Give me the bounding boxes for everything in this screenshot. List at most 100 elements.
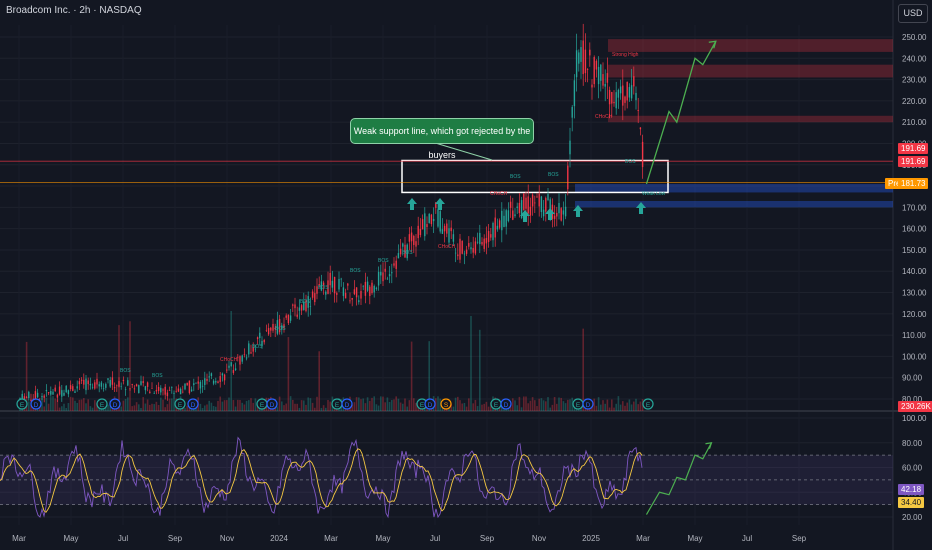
volume-bar: [463, 403, 466, 411]
x-tick-label: Jul: [742, 534, 752, 543]
candle-body: [72, 386, 74, 391]
candle-body: [507, 210, 510, 222]
candle-body: [188, 380, 191, 394]
volume-bar: [406, 406, 408, 411]
volume-bar: [608, 407, 611, 411]
dividend-marker: D: [424, 398, 436, 410]
candle-body: [619, 86, 622, 94]
structure-label: BOS: [318, 285, 329, 291]
earnings-marker: E: [572, 398, 584, 410]
volume-bar: [69, 396, 72, 411]
structure-markers: BOS BOS CHoCH BOS BOS BOS BOS BOS BOS BOS CHoCH CHo…: [120, 52, 666, 379]
volume-bar: [329, 401, 331, 411]
volume-bar: [219, 396, 221, 411]
volume-bar: [540, 398, 543, 411]
candle-body: [578, 52, 580, 64]
candle-body: [241, 355, 243, 362]
candle-body: [617, 89, 620, 98]
candle-body: [558, 203, 560, 214]
x-tick-label: 2024: [270, 534, 288, 543]
candle-body: [457, 254, 459, 257]
candle-body: [78, 381, 81, 385]
candle-body: [613, 101, 615, 104]
candle-body: [446, 223, 448, 234]
volume-bar: [122, 400, 125, 411]
candle-body: [375, 287, 378, 289]
candle-body: [454, 252, 457, 254]
up-arrow-icon: [545, 208, 555, 220]
candle-body: [415, 241, 417, 247]
candle-body: [142, 381, 144, 383]
structure-label: BOS: [350, 268, 361, 274]
x-tick-label: Nov: [532, 534, 546, 543]
volume-bar: [523, 396, 525, 411]
close-price-tag: 191.69: [898, 156, 929, 167]
candle-body: [443, 225, 446, 232]
candle-body: [371, 282, 373, 294]
candle-body: [639, 127, 642, 130]
candle-body: [155, 390, 158, 392]
demand-zone: [575, 183, 893, 193]
candle-body: [153, 393, 155, 394]
candle-body: [344, 292, 347, 299]
candle-body: [228, 365, 230, 368]
rsi-tick-label: 100.00: [902, 414, 927, 423]
dividend-marker: D: [582, 398, 594, 410]
y-tick-label: 160.00: [902, 225, 927, 234]
candle-body: [377, 271, 380, 286]
volume-bar: [78, 399, 81, 411]
structure-label: CHoCH: [595, 114, 613, 120]
volume-bar: [516, 405, 518, 411]
candle-body: [485, 237, 488, 244]
candle-body: [278, 318, 281, 333]
earnings-marker: E: [16, 398, 28, 410]
candle-body: [608, 89, 611, 105]
candle-body: [600, 64, 602, 81]
y-tick-label: 240.00: [902, 54, 927, 63]
candle-body: [419, 228, 422, 236]
rsi-ma-line: [0, 448, 643, 513]
candle-body: [204, 378, 206, 385]
candle-body: [300, 305, 303, 311]
candle-body: [463, 253, 466, 255]
volume-bar: [250, 398, 252, 411]
candle-body: [591, 84, 593, 88]
candle-body: [146, 382, 149, 387]
currency-button[interactable]: USD: [898, 4, 928, 23]
volume-bar: [485, 401, 488, 411]
volume-bar: [476, 406, 479, 411]
x-tick-label: May: [687, 534, 702, 543]
candle-body: [28, 391, 30, 399]
candle-body: [83, 379, 85, 385]
volume-bar: [164, 407, 166, 411]
candle-body: [529, 206, 532, 216]
candle-body: [388, 274, 391, 277]
structure-label: BOS: [152, 373, 163, 379]
candle-body: [399, 248, 402, 255]
volume-bar: [307, 397, 309, 411]
volume-bar: [377, 405, 380, 411]
y-tick-label: 250.00: [902, 33, 927, 42]
candle-body: [393, 263, 395, 266]
chart-title: Broadcom Inc. · 2h · NASDAQ: [6, 5, 142, 16]
volume-bar: [314, 407, 316, 411]
volume-bar: [388, 402, 391, 411]
volume-bar: [151, 403, 153, 411]
volume-bar: [56, 399, 59, 411]
candle-body: [190, 389, 193, 392]
candle-body: [127, 380, 129, 386]
candle-body: [358, 300, 360, 303]
volume-bar: [204, 405, 206, 411]
candle-body: [223, 374, 226, 381]
volume-bar: [417, 406, 419, 411]
volume-bar: [373, 396, 375, 411]
earnings-marker: E: [96, 398, 108, 410]
candle-body: [131, 384, 133, 386]
candle-body: [459, 238, 461, 260]
price-candles: [19, 23, 644, 406]
candle-body: [186, 382, 188, 386]
structure-label: BOS: [548, 172, 559, 178]
candle-body: [120, 386, 122, 387]
candle-body: [490, 234, 492, 238]
